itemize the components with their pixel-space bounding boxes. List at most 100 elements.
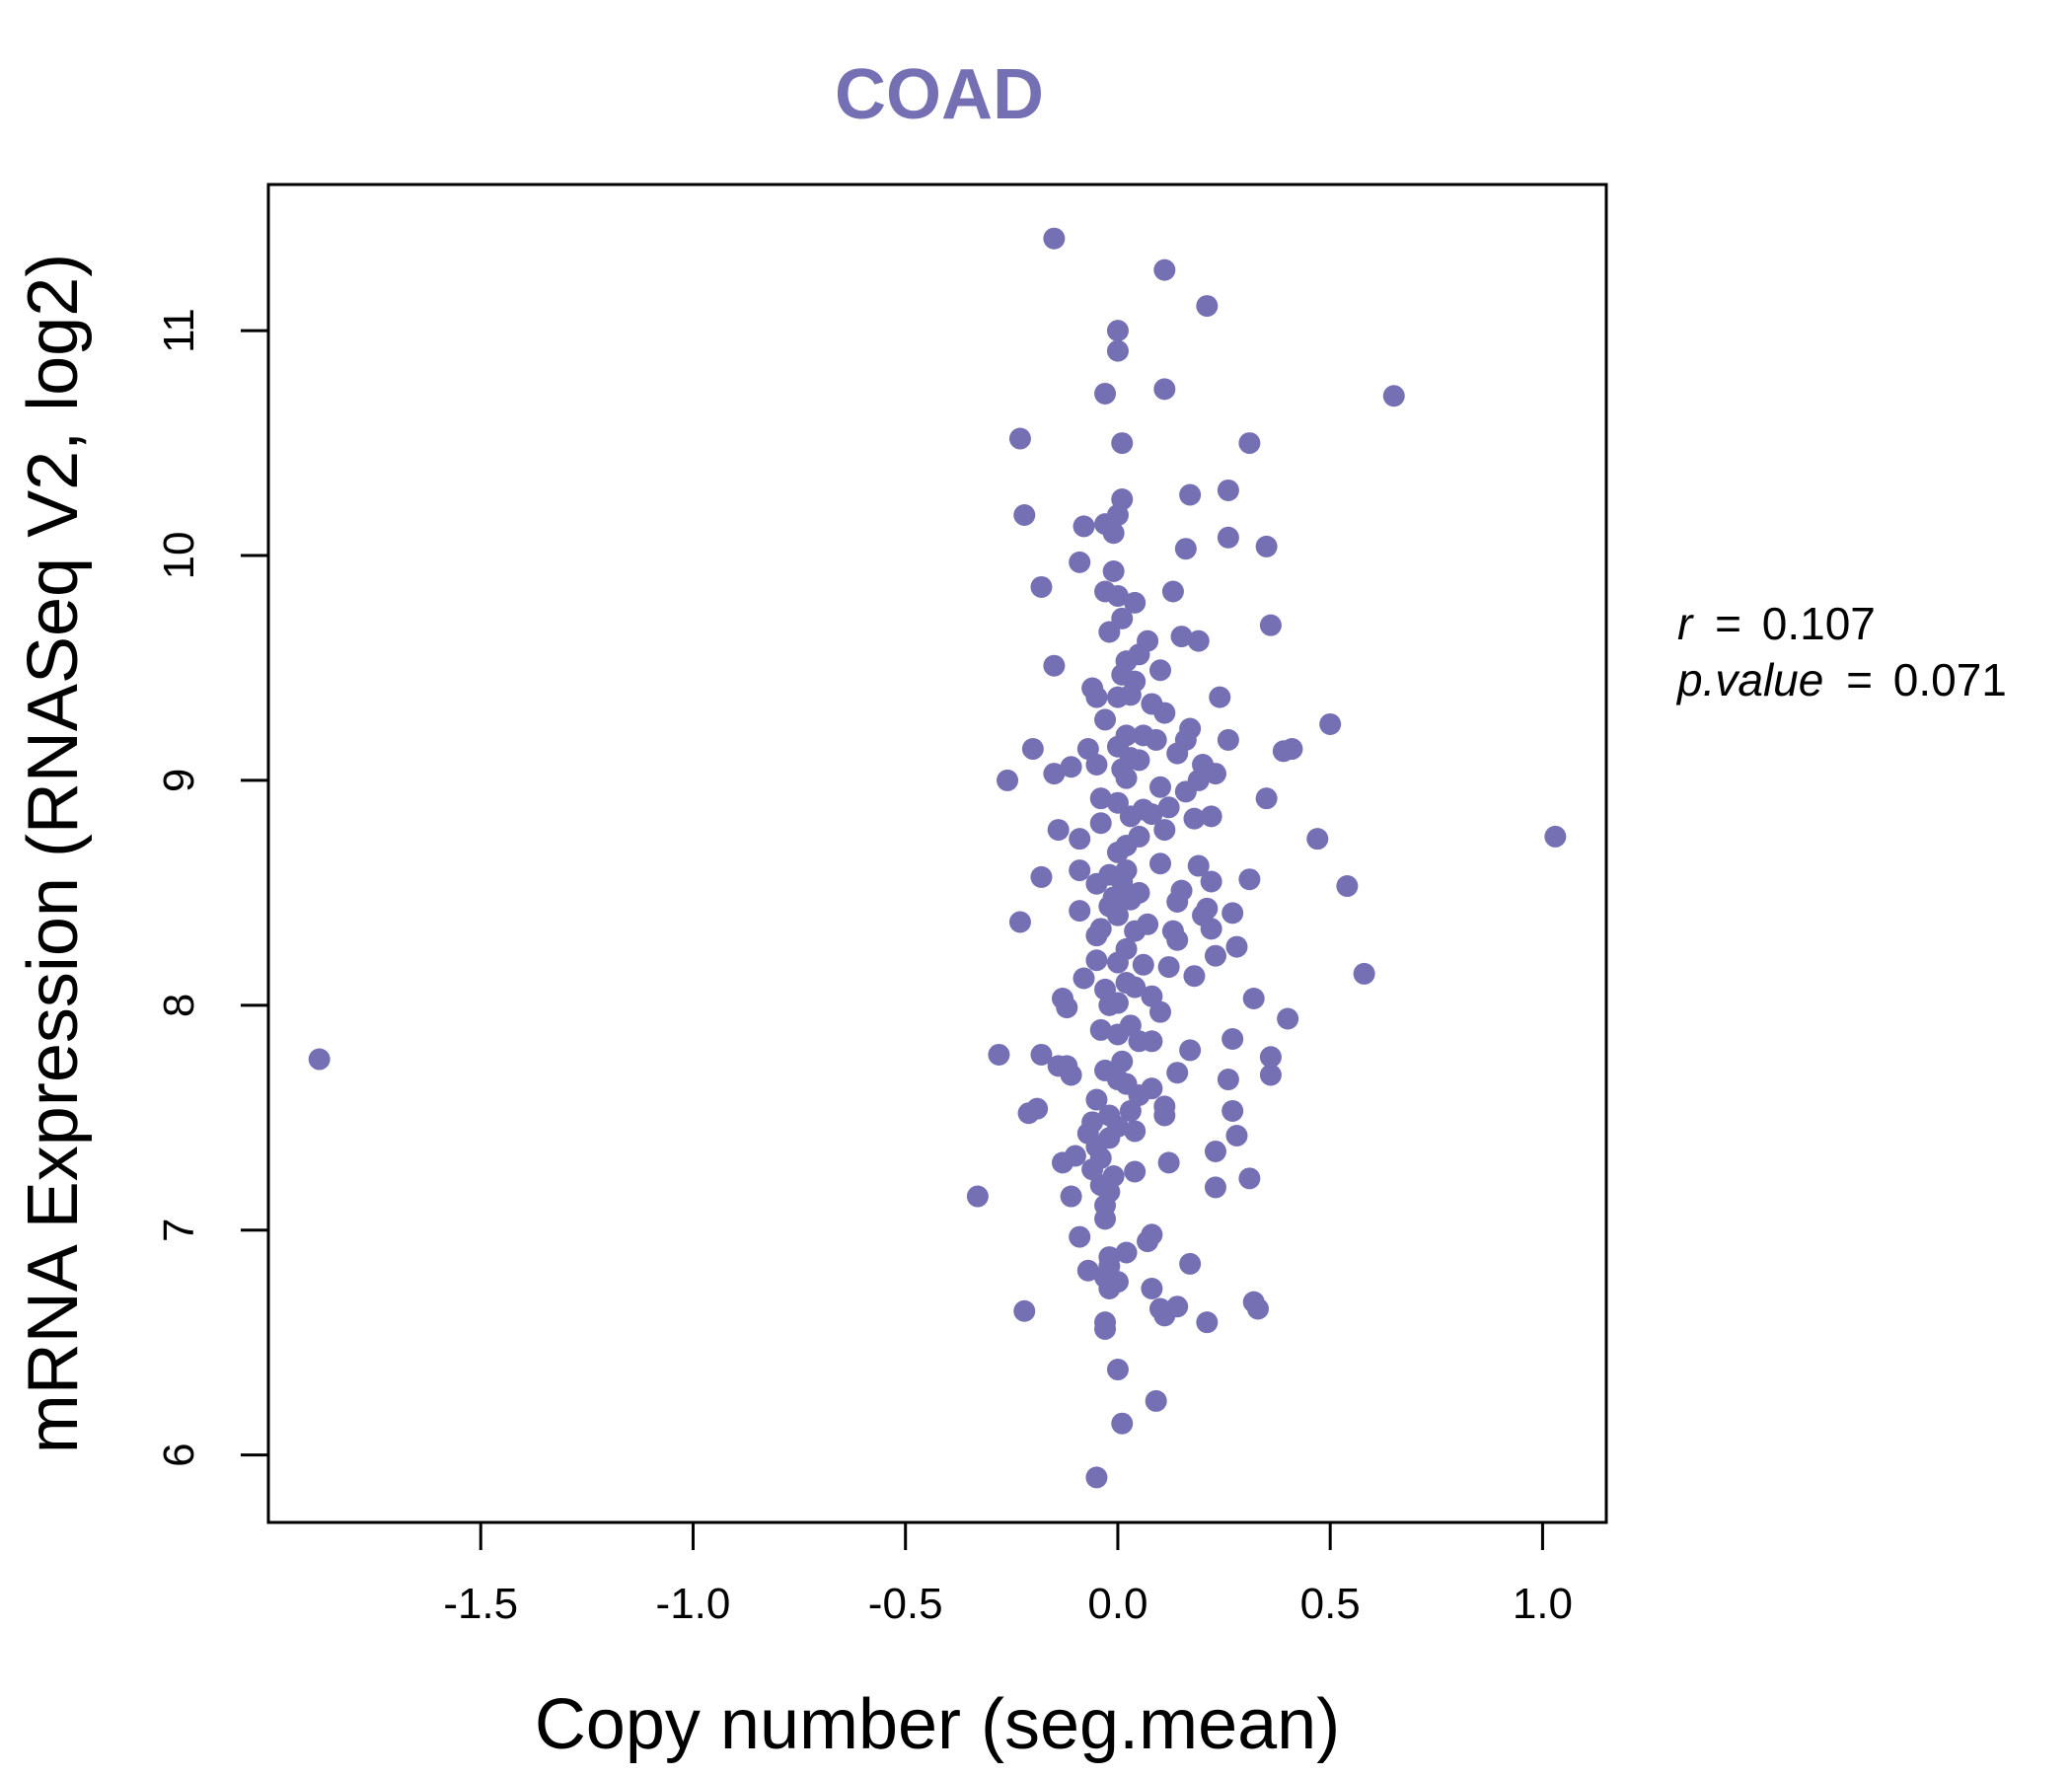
data-point xyxy=(1225,935,1248,958)
data-point xyxy=(1149,1000,1171,1023)
data-point xyxy=(1085,949,1108,972)
data-point xyxy=(1217,526,1239,549)
data-point xyxy=(1238,868,1261,891)
data-point xyxy=(1102,522,1125,545)
data-point xyxy=(1179,1252,1202,1275)
data-point xyxy=(1255,535,1278,557)
data-point xyxy=(1128,749,1150,772)
data-point xyxy=(1111,432,1134,455)
x-tick-label: 0.5 xyxy=(1300,1580,1361,1628)
data-point xyxy=(966,1185,989,1208)
data-point xyxy=(1166,742,1189,765)
data-point xyxy=(1382,385,1405,407)
data-point xyxy=(1242,987,1265,1009)
stat-r-value: 0.107 xyxy=(1762,598,1876,649)
data-point xyxy=(1137,1230,1159,1253)
data-point xyxy=(1221,902,1244,925)
data-point xyxy=(1259,614,1282,636)
data-point xyxy=(1124,976,1147,999)
chart-title: COAD xyxy=(835,55,1044,134)
data-point xyxy=(1106,791,1129,814)
x-tick-label: 0.0 xyxy=(1087,1580,1147,1628)
data-point xyxy=(1200,805,1222,828)
data-point xyxy=(1017,1102,1040,1125)
data-point xyxy=(1141,1277,1163,1299)
x-tick-label: -1.0 xyxy=(656,1580,731,1628)
data-point xyxy=(1145,728,1167,751)
data-point xyxy=(1043,227,1066,250)
y-tick-label: 10 xyxy=(155,532,203,580)
data-point xyxy=(1106,320,1129,342)
x-axis-title: Copy number (seg.mean) xyxy=(535,1685,1340,1764)
data-point xyxy=(1021,738,1044,761)
data-point xyxy=(1149,852,1171,875)
data-point xyxy=(1217,1069,1239,1091)
stat-p: p.value = 0.071 xyxy=(1675,654,2007,705)
data-point xyxy=(1247,1297,1270,1320)
data-point xyxy=(1166,890,1189,913)
data-point xyxy=(1098,621,1121,643)
data-point xyxy=(1115,767,1138,789)
data-point xyxy=(1106,1023,1129,1046)
data-point xyxy=(1196,295,1219,318)
data-point xyxy=(1102,559,1125,582)
data-point xyxy=(1204,763,1226,785)
data-point xyxy=(1319,712,1342,735)
data-point xyxy=(1166,928,1189,951)
data-point xyxy=(1111,1412,1134,1435)
data-point xyxy=(1051,1151,1073,1174)
data-point xyxy=(1030,865,1053,888)
data-point xyxy=(1124,920,1147,942)
data-point xyxy=(1336,875,1359,898)
data-point xyxy=(1179,483,1202,506)
data-point xyxy=(1106,904,1129,926)
stat-p-label: p.value xyxy=(1675,654,1823,705)
data-point xyxy=(1043,654,1066,677)
data-point xyxy=(1089,1018,1112,1041)
data-point xyxy=(308,1048,331,1071)
data-point xyxy=(1043,763,1066,785)
data-point xyxy=(1124,1160,1147,1183)
data-points xyxy=(308,227,1567,1489)
data-point xyxy=(1149,776,1171,798)
data-point xyxy=(1179,1039,1202,1062)
data-point xyxy=(1259,1064,1282,1086)
data-point xyxy=(1353,962,1375,985)
data-point xyxy=(1098,1277,1121,1299)
data-point xyxy=(1069,551,1091,573)
data-point xyxy=(1111,1050,1134,1073)
data-point xyxy=(1272,740,1295,763)
data-point xyxy=(1221,1099,1244,1122)
data-point xyxy=(1132,953,1154,976)
data-point xyxy=(1013,1299,1036,1322)
data-point xyxy=(1153,819,1176,842)
data-point xyxy=(1094,1208,1117,1230)
data-point xyxy=(1069,859,1091,882)
x-axis: -1.5 -1.0 -0.5 0.0 0.5 1.0 xyxy=(443,1522,1573,1628)
data-point xyxy=(1259,1046,1282,1069)
data-point xyxy=(1217,728,1239,751)
data-point xyxy=(1187,629,1210,652)
data-point xyxy=(1069,828,1091,851)
data-point xyxy=(1076,1259,1099,1282)
data-point xyxy=(1115,1241,1138,1264)
data-point xyxy=(1056,997,1078,1019)
y-tick-label: 7 xyxy=(155,1218,203,1241)
data-point xyxy=(1174,538,1197,560)
data-point xyxy=(1119,1099,1142,1122)
data-point xyxy=(1200,918,1222,940)
data-point xyxy=(1106,951,1129,974)
data-point xyxy=(1221,1028,1244,1051)
data-point xyxy=(1238,1167,1261,1190)
data-point xyxy=(1124,591,1147,614)
data-point xyxy=(1085,753,1108,776)
data-point xyxy=(1094,708,1117,731)
data-point xyxy=(1183,965,1206,988)
data-point xyxy=(988,1043,1010,1066)
data-point xyxy=(1204,1140,1226,1162)
stat-p-equals: = xyxy=(1846,654,1873,705)
y-tick-label: 8 xyxy=(155,994,203,1017)
data-point xyxy=(1069,1225,1091,1248)
data-point xyxy=(1157,796,1180,819)
